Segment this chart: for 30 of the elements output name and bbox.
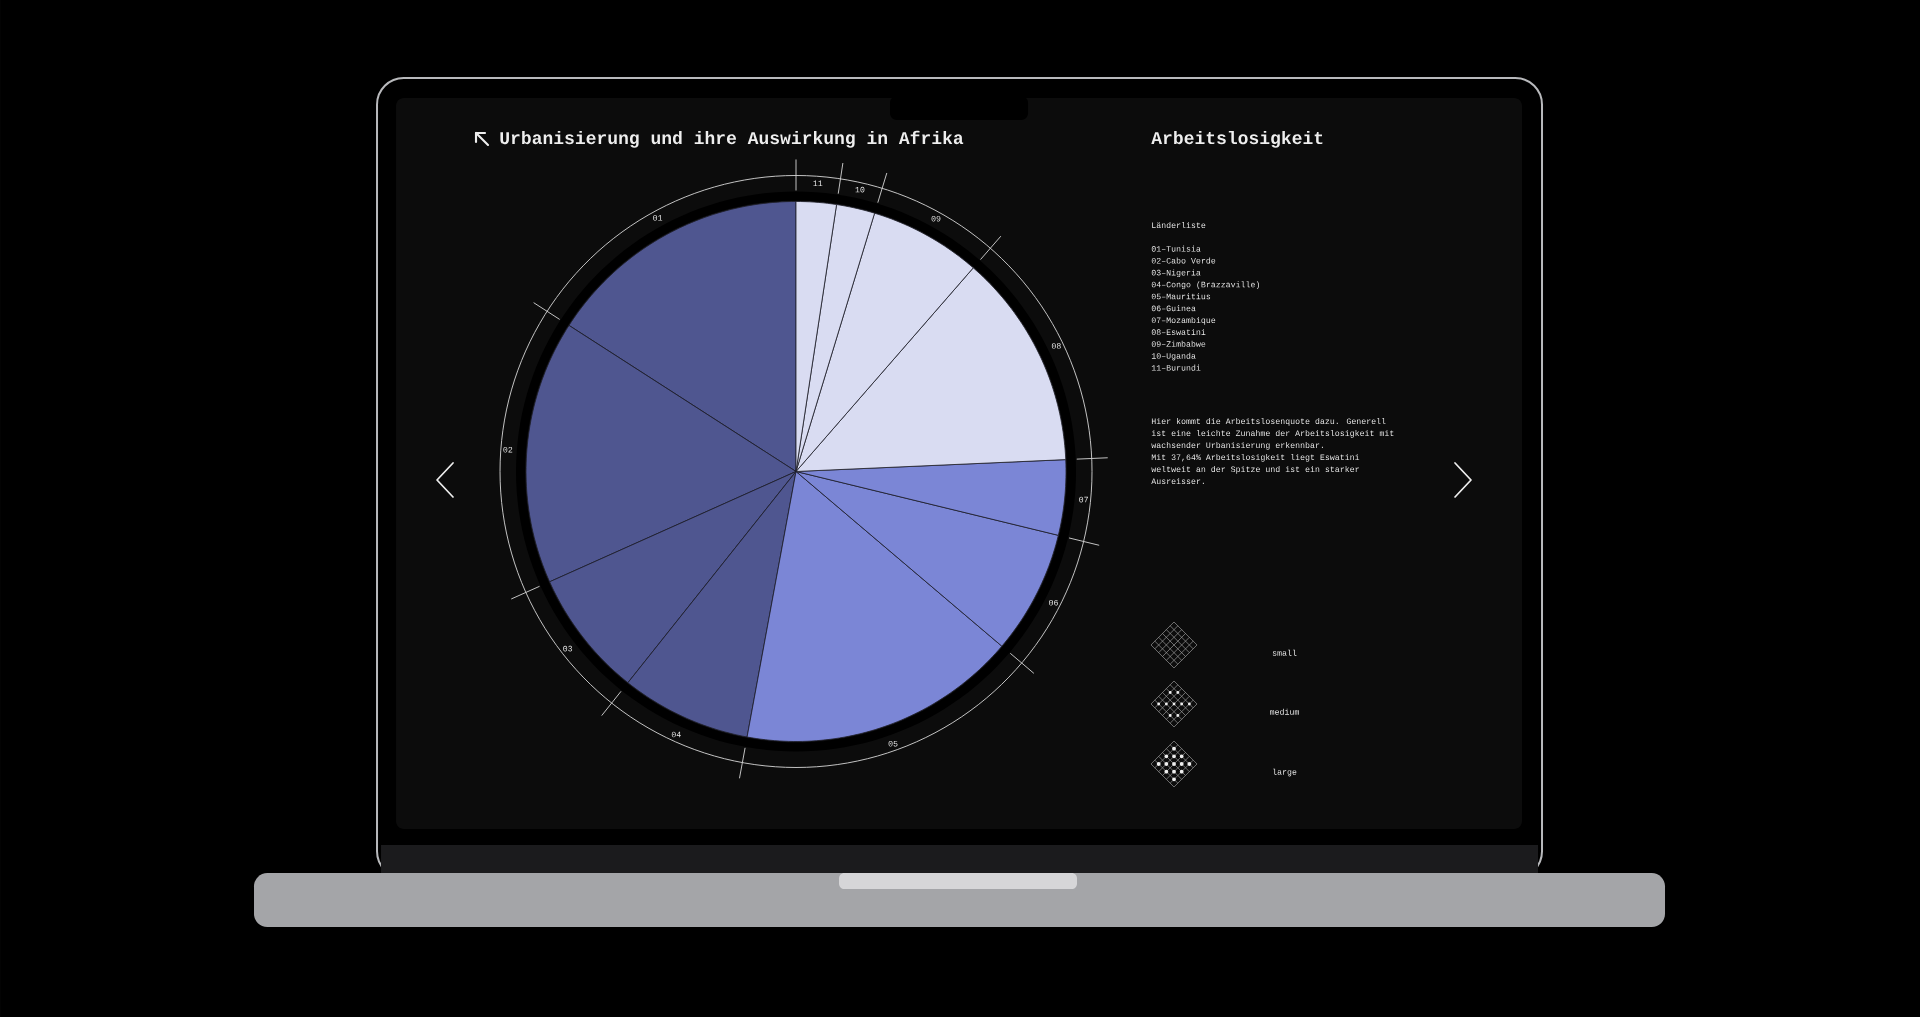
text: 11–Burundi (1151, 364, 1201, 371)
text: 08–Eswatini (1151, 328, 1206, 335)
text: 10–Uganda (1151, 352, 1196, 361)
text: Hier kommt die Arbeitslosenquote dazu. Generell ist eine leichte Zunahme der Arbeitslosigkeit mit wachsender Urbanisierung erkennbar. (1151, 418, 1394, 450)
text: Mit 37,64% Arbeitslosigkeit liegt Eswatini weltweit an der Spitze und ist ein starker Ausreisser. (1151, 454, 1360, 485)
text: small (1272, 649, 1297, 656)
text: large (1273, 768, 1297, 777)
text: 03–Nigeria (1151, 269, 1201, 278)
slice-label: 09 (931, 215, 941, 222)
text: 05–Mauritius (1151, 293, 1211, 300)
slice-label: 03 (563, 645, 573, 652)
slice-label: 11 (813, 180, 823, 187)
slice-label: 05 (888, 740, 898, 747)
slice-label: 10 (855, 186, 865, 193)
slice-label: 02 (503, 446, 513, 453)
slice-label: 06 (1049, 599, 1058, 606)
text: 01–Tunisia (1151, 245, 1201, 252)
text: 07–Mozambique (1151, 317, 1216, 325)
text: medium (1270, 708, 1299, 715)
text: 09–Zimbabwe (1151, 340, 1206, 347)
slice-label: 01 (653, 215, 663, 221)
text: Arbeitslosigkeit (1151, 130, 1323, 148)
text: 02–Cabo Verde (1151, 257, 1216, 264)
text: Länderliste (1152, 222, 1206, 229)
slice-label: 04 (671, 731, 681, 738)
chart-title: Urbanisierung und ihre Auswirkung in Afrika (500, 130, 964, 148)
text: 06–Guinea (1151, 305, 1196, 312)
text: 04–Congo (Brazzaville) (1151, 281, 1260, 289)
slice-label: 08 (1051, 343, 1061, 349)
slice-label: 07 (1079, 496, 1088, 503)
